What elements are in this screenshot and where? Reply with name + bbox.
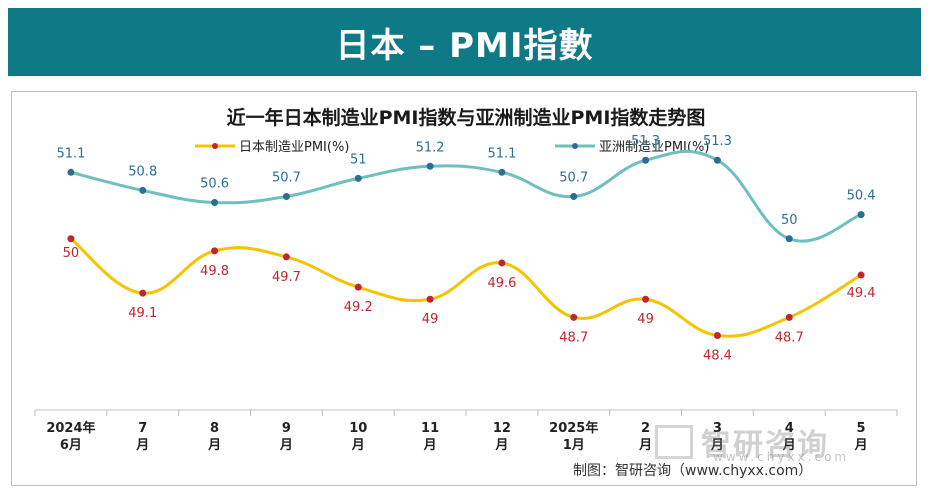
- x-tick-label: 10: [349, 421, 367, 436]
- legend-label-0: 日本制造业PMI(%): [239, 140, 349, 155]
- x-tick-label-line2: 月: [351, 438, 365, 453]
- data-point: [498, 259, 506, 267]
- data-label: 48.7: [775, 330, 804, 345]
- x-tick-label: 9: [282, 421, 291, 436]
- banner-title: 日本 – PMI指數: [335, 25, 594, 66]
- legend-marker-0: [212, 143, 218, 149]
- data-point: [785, 235, 793, 243]
- series-line-1: [70, 149, 862, 243]
- watermark-logo: 智研咨询: [655, 420, 829, 464]
- data-label: 51.2: [416, 140, 445, 155]
- data-label: 49.8: [200, 264, 229, 279]
- x-tick-label-line2: 月: [207, 438, 221, 453]
- x-tick-label-line2: 月: [279, 438, 293, 453]
- series-line-0: [69, 237, 862, 338]
- data-point: [642, 295, 650, 303]
- data-point: [139, 289, 147, 297]
- data-label: 51.1: [56, 146, 85, 161]
- x-tick-label-line2: 月: [423, 438, 437, 453]
- data-point: [282, 253, 290, 261]
- data-point: [67, 235, 75, 243]
- data-label: 49.7: [272, 270, 301, 285]
- x-tick-label-line2: 月: [854, 438, 868, 453]
- x-tick-label: 3: [713, 421, 722, 436]
- data-label: 48.4: [703, 348, 732, 363]
- data-point: [211, 247, 219, 255]
- watermark-url: www.chyxx.com: [713, 450, 850, 464]
- x-tick-label: 12: [493, 421, 511, 436]
- data-point: [857, 211, 865, 219]
- x-tick-label-line2: 1月: [563, 438, 585, 453]
- data-point: [426, 295, 434, 303]
- data-label: 50.7: [272, 170, 301, 185]
- data-point: [67, 168, 75, 176]
- data-point: [498, 168, 506, 176]
- data-label: 51: [350, 152, 367, 167]
- title-banner: 日本 – PMI指數: [8, 8, 921, 76]
- data-point: [139, 186, 147, 194]
- data-label: 50.7: [559, 170, 588, 185]
- data-label: 49.2: [344, 300, 373, 315]
- data-point: [354, 283, 362, 291]
- data-point: [642, 156, 650, 164]
- watermark-brand: 智研咨询: [701, 428, 829, 463]
- brand-logo-icon: [655, 425, 693, 459]
- data-label: 50: [781, 213, 798, 228]
- data-label: 48.7: [559, 330, 588, 345]
- x-tick-label: 4: [785, 421, 794, 436]
- x-tick-label-line2: 月: [494, 438, 508, 453]
- x-tick-label-line2: 月: [638, 438, 652, 453]
- x-tick-label: 2: [641, 421, 650, 436]
- chart-title: 近一年日本制造业PMI指数与亚洲制造业PMI指数走势图: [227, 106, 706, 129]
- x-tick-label: 2025年: [549, 420, 598, 436]
- data-label: 51.3: [703, 134, 732, 149]
- x-tick-label-line2: 月: [135, 438, 149, 453]
- data-point: [354, 174, 362, 182]
- data-point: [857, 271, 865, 279]
- data-point: [282, 192, 290, 200]
- data-label: 49.1: [128, 306, 157, 321]
- data-point: [426, 162, 434, 170]
- x-tick-label: 11: [421, 421, 439, 436]
- legend-marker-1: [572, 143, 578, 149]
- x-tick-label: 8: [210, 421, 219, 436]
- x-tick-label-line2: 月: [782, 438, 796, 453]
- data-label: 49.6: [487, 276, 516, 291]
- source-credit: 制图：智研咨询（www.chyxx.com）: [573, 463, 813, 479]
- x-tick-label: 7: [138, 421, 147, 436]
- x-axis: 2024年 6月 7 月 8 月 9 月 10 月 11 月 12 月 2025年 1月 2 月 3 月 4 月 5 月: [34, 409, 898, 453]
- data-label: 50.8: [128, 164, 157, 179]
- data-label: 51.3: [631, 134, 660, 149]
- data-point: [211, 199, 219, 207]
- data-label: 50.6: [200, 177, 229, 192]
- data-label: 49: [422, 312, 439, 327]
- data-point: [570, 192, 578, 200]
- data-label: 51.1: [487, 146, 516, 161]
- data-label: 50: [63, 246, 80, 261]
- data-point: [713, 331, 721, 339]
- data-point: [713, 156, 721, 164]
- data-point: [785, 313, 793, 321]
- x-tick-label-line2: 6月: [60, 438, 82, 453]
- x-tick-label: 2024年: [46, 420, 95, 436]
- data-point: [570, 313, 578, 321]
- data-label: 49.4: [847, 286, 876, 301]
- data-label: 50.4: [847, 189, 876, 204]
- x-tick-label-line2: 月: [710, 438, 724, 453]
- data-label: 49: [637, 312, 654, 327]
- x-tick-label: 5: [857, 421, 866, 436]
- series-layer: 50 49.1 49.8 49.7 49.2 49 49.6 48.7 49 48.4 48.7 49…: [56, 134, 875, 363]
